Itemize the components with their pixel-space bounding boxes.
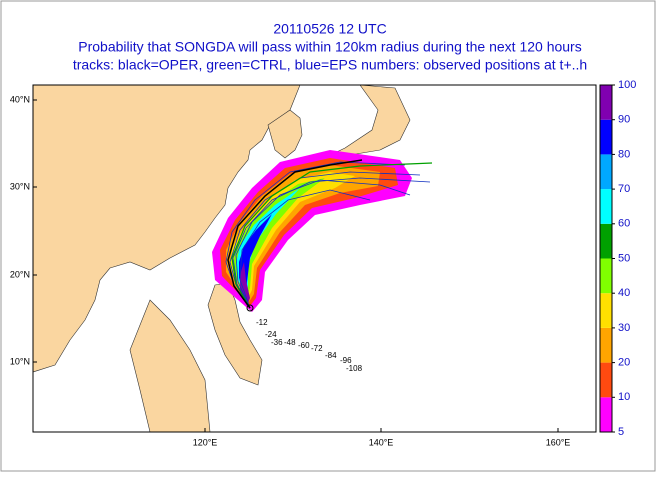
observed-label: -60 <box>298 341 310 350</box>
indochina-borneo <box>129 299 211 432</box>
lat-label: 10°N <box>10 356 30 366</box>
observed-label: -12 <box>256 318 268 327</box>
lon-label: 120°E <box>193 437 218 447</box>
philippines <box>207 282 263 386</box>
colorbar-segment <box>600 258 612 294</box>
observed-label: -96 <box>340 356 352 365</box>
map: -12 -24 -36 -48 -60 -72 -84 -96 -108 <box>32 84 597 433</box>
plume-80 <box>239 214 272 292</box>
ctrl-track <box>231 162 433 309</box>
eps-track <box>239 189 371 309</box>
oper-track <box>227 159 363 309</box>
lon-label: 160°E <box>546 437 571 447</box>
eps-track <box>232 177 431 309</box>
colorbar-label: 5 <box>618 426 624 438</box>
tracks <box>225 159 433 309</box>
colorbar-frame <box>599 84 613 433</box>
colorbar-label: 30 <box>618 322 630 334</box>
observed-label: -48 <box>284 338 296 347</box>
colorbar-label: 90 <box>618 114 630 126</box>
observed-label: -36 <box>271 338 283 347</box>
colorbar-segment <box>600 223 612 259</box>
observed-label: -72 <box>311 344 323 353</box>
colorbar-segment <box>600 397 612 432</box>
colorbar-segment <box>600 154 612 190</box>
colorbar-label: 60 <box>618 218 630 230</box>
korea <box>267 109 303 159</box>
lat-label: 20°N <box>10 269 30 279</box>
storm-position <box>246 304 254 312</box>
title-main: Probability that SONGDA will pass within… <box>78 39 581 55</box>
asia-mainland <box>33 85 301 373</box>
colorbar-segment <box>600 362 612 398</box>
observed-label: -24 <box>265 330 277 339</box>
map-frame <box>32 84 597 433</box>
colorbar-segment <box>600 189 612 224</box>
colorbar-label: 80 <box>618 148 630 160</box>
observed-label: -108 <box>346 364 363 373</box>
observed-label: -84 <box>325 351 337 360</box>
lat-label: 30°N <box>10 181 30 191</box>
colorbar-label: 20 <box>618 357 630 369</box>
title-legend: tracks: black=OPER, green=CTRL, blue=EPS… <box>73 57 587 73</box>
title-date: 20110526 12 UTC <box>273 21 386 37</box>
colorbar-segment <box>600 119 612 155</box>
colorbar-label: 40 <box>618 287 630 299</box>
colorbar-segment <box>600 293 612 328</box>
colorbar-segment <box>600 85 612 120</box>
plume-20 <box>226 165 380 302</box>
colorbar: 5 10 20 30 40 50 60 70 80 90 100 <box>599 79 636 438</box>
axis-labels: 40°N 30°N 20°N 10°N 120°E 140°E 160°E <box>10 94 570 447</box>
probability-plume <box>212 150 412 312</box>
lat-label: 40°N <box>10 94 30 104</box>
colorbar-label: 50 <box>618 252 630 264</box>
eps-track <box>235 179 411 309</box>
colorbar-label: 100 <box>618 79 636 91</box>
colorbar-label: 10 <box>618 391 630 403</box>
colorbar-label: 70 <box>618 183 630 195</box>
colorbar-segment <box>600 327 612 363</box>
lon-label: 140°E <box>369 437 394 447</box>
